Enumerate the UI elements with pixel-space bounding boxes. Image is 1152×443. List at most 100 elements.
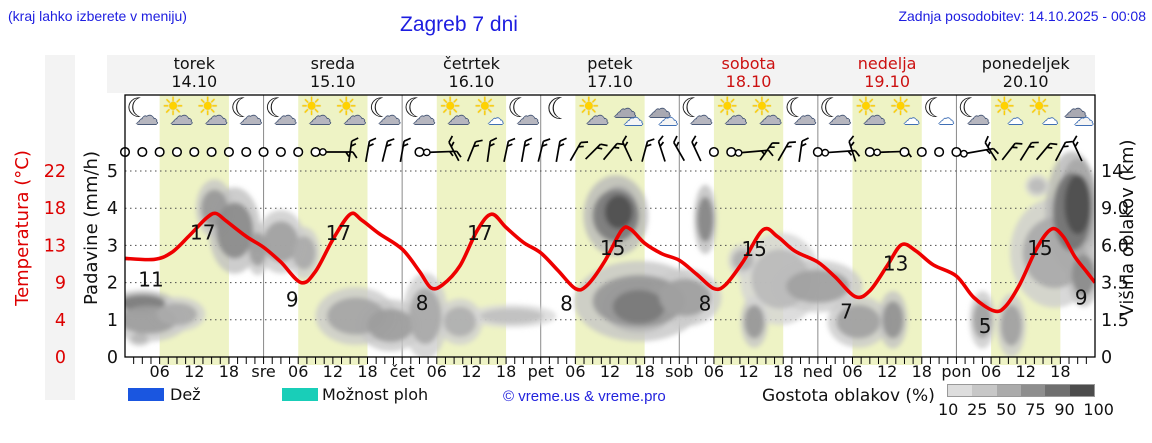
wind-barb-icon <box>1001 142 1023 161</box>
time-label: pon <box>941 362 971 381</box>
cloud-density-value: 25 <box>967 400 988 419</box>
time-label: 18 <box>912 362 932 381</box>
day-name: ponedeljek <box>981 54 1070 73</box>
temperature-axis-title: Temperatura (°C) <box>12 150 33 307</box>
day-header-petek: petek 17.10 <box>541 55 680 91</box>
axis-tick-label: 4 <box>107 199 118 219</box>
temp-label: 5 <box>979 314 992 338</box>
wind-calm-icon <box>154 146 165 158</box>
cloud-density-swatch <box>1020 385 1046 396</box>
wind-barb-icon <box>422 148 462 158</box>
axis-tick-label: 1.5 <box>1101 311 1129 331</box>
temp-label: 17 <box>467 221 492 245</box>
rain-swatch <box>128 388 164 401</box>
temp-label: 8 <box>416 291 429 315</box>
wind-barb-icon <box>520 137 533 162</box>
cloud-density-swatch <box>996 385 1021 396</box>
menu-hint: (kraj lahko izberete v meniju) <box>8 8 187 24</box>
day-name: sobota <box>721 54 776 73</box>
axis-tick-label: 13 <box>44 236 66 256</box>
showers-swatch <box>282 388 318 401</box>
wind-calm-icon <box>258 146 269 158</box>
time-label: ned <box>803 362 833 381</box>
temp-label: 8 <box>699 292 712 316</box>
temp-label: 11 <box>138 267 163 291</box>
cloud-density-label: Gostota oblakov (%) <box>762 386 935 406</box>
time-label: pet <box>528 362 554 381</box>
day-name: četrtek <box>442 54 500 73</box>
temp-label: 15 <box>1027 236 1052 260</box>
cloud-density-scale-values: 10 25 50 75 90 100 <box>938 400 1114 419</box>
axis-tick-label: 2 <box>107 274 118 294</box>
wind-calm-icon <box>137 146 148 158</box>
time-label: 18 <box>219 362 239 381</box>
cloud-density-swatch <box>972 385 997 396</box>
cloud-density-swatch <box>1069 385 1094 396</box>
wind-barb-icon <box>848 135 857 162</box>
page-title: Zagreb 7 dni <box>400 13 518 36</box>
wind-barb-icon <box>673 135 686 162</box>
wind-barb-icon <box>1035 142 1058 161</box>
wind-barb-icon <box>1054 140 1073 162</box>
time-label: 18 <box>773 362 793 381</box>
wind-calm-icon <box>726 146 737 158</box>
axis-tick-label: 4 <box>55 311 66 331</box>
temp-label: 7 <box>840 300 853 324</box>
wind-barb-icon <box>798 137 809 163</box>
wind-barb-icon <box>503 137 516 162</box>
last-update-timestamp: Zadnja posodobitev: 14.10.2025 - 00:08 <box>898 8 1146 24</box>
wind-calm-icon <box>708 146 719 158</box>
time-label: 06 <box>149 362 169 381</box>
time-label: 18 <box>1050 362 1070 381</box>
cloud-density-value: 75 <box>1025 400 1046 419</box>
time-label: 12 <box>600 362 620 381</box>
axis-tick-label: 0 <box>107 348 118 368</box>
wind-calm-icon <box>951 146 962 158</box>
wind-calm-icon <box>189 146 200 158</box>
day-header-četrtek: četrtek 16.10 <box>402 55 541 91</box>
wind-calm-icon <box>275 146 286 158</box>
precipitation-axis-ticks: 5 4 3 2 1 0 <box>107 162 118 368</box>
cloud-density-scale-bar <box>947 384 1095 397</box>
wind-barb-icon <box>318 148 358 159</box>
time-label: 06 <box>704 362 724 381</box>
temp-label: 17 <box>190 220 215 244</box>
axis-tick-label: 9 <box>55 274 66 294</box>
cloud-density-value: 90 <box>1054 400 1075 419</box>
day-name: petek <box>587 54 633 73</box>
wind-barb-icon <box>569 141 589 162</box>
time-label: 06 <box>288 362 308 381</box>
wind-calm-icon <box>223 146 234 158</box>
temperature-axis-ticks: 22 18 13 9 4 0 <box>44 162 66 368</box>
temp-label: 17 <box>326 221 351 245</box>
day-date: 18.10 <box>725 72 772 91</box>
day-name: sreda <box>310 54 356 73</box>
axis-tick-label: 3.5 <box>1101 274 1129 294</box>
cloud-density-value: 10 <box>938 400 959 419</box>
wind-barb-icon <box>537 138 551 162</box>
time-label: 12 <box>877 362 897 381</box>
wind-barb-icon <box>657 135 666 162</box>
cloud-height-axis-ticks: 14 9.0 6.0 3.5 1.5 0 <box>1101 162 1129 368</box>
axis-tick-label: 3 <box>107 236 118 256</box>
wind-calm-icon <box>241 146 252 158</box>
day-header-strip <box>107 55 1095 93</box>
credit-link[interactable]: © vreme.us & vreme.pro <box>503 388 666 405</box>
temperature-curve <box>125 211 1095 314</box>
wind-barb-icon <box>486 137 498 163</box>
axis-tick-label: 5 <box>107 162 118 182</box>
wind-calm-icon <box>293 146 304 158</box>
rain-label: Dež <box>170 385 201 404</box>
time-ticks <box>133 357 1087 364</box>
wind-calm-icon <box>414 146 425 158</box>
axis-tick-label: 18 <box>44 199 66 219</box>
wind-barb-icon <box>381 138 395 162</box>
cloud-density-swatch <box>948 385 973 396</box>
axis-tick-label: 0 <box>1101 348 1112 368</box>
axis-tick-label: 6.0 <box>1101 236 1129 256</box>
time-label: 12 <box>323 362 343 381</box>
wind-barb-icon <box>585 143 608 160</box>
wind-barb-icon <box>821 148 861 157</box>
